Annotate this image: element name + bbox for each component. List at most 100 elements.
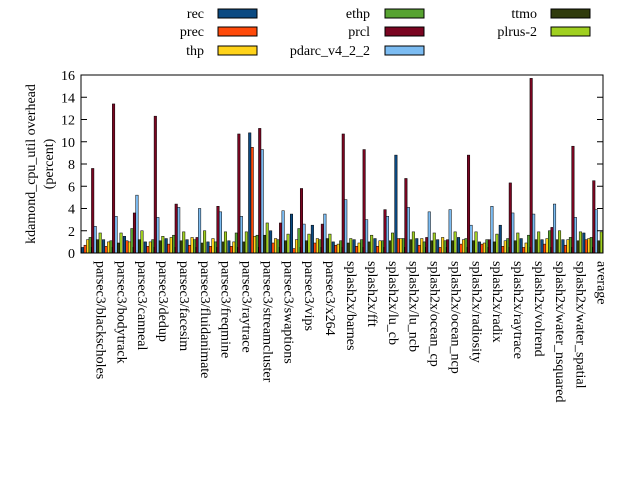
x-tick-label: splash2x/radix — [489, 261, 504, 343]
x-tick-label: parsec3/dedup — [155, 261, 170, 342]
bar-thp-parsec3/swaptions — [274, 238, 278, 254]
bar-ttmo-splash2x/raytrace — [513, 240, 517, 254]
bar-prec-splash2x/radix — [480, 243, 484, 254]
bar-prcl-parsec3/raytrace — [237, 133, 241, 254]
bar-pdarc_v4_2_2-parsec3/bodytrack — [114, 216, 118, 254]
bar-prec-parsec3/bodytrack — [104, 246, 108, 254]
bar-prcl-average — [592, 180, 596, 254]
bar-rec-parsec3/vips — [289, 213, 293, 254]
bar-prec-splash2x/volrend — [522, 247, 526, 254]
x-tick-label: splash2x/fft — [364, 261, 379, 327]
bar-prcl-splash2x/lu_cb — [383, 209, 387, 254]
bar-thp-parsec3/fluidanimate — [190, 237, 194, 254]
bar-pdarc_v4_2_2-parsec3/x264 — [323, 213, 327, 254]
x-tick-label: parsec3/canneal — [134, 261, 149, 350]
bar-rec-parsec3/canneal — [122, 236, 126, 254]
bar-prec-splash2x/lu_ncb — [396, 238, 400, 254]
bar-thp-splash2x/ocean_cp — [420, 238, 424, 254]
bar-rec-average — [582, 232, 586, 254]
legend-swatch-ttmo — [550, 8, 591, 19]
x-tick-label: splash2x/ocean_cp — [427, 261, 442, 367]
bar-thp-splash2x/water_spatial — [566, 239, 570, 254]
bar-rec-splash2x/water_spatial — [561, 239, 565, 254]
bar-plrus-2-splash2x/lu_cb — [391, 232, 395, 254]
bar-prec-parsec3/fluidanimate — [188, 244, 192, 254]
legend-swatch-rec — [217, 8, 258, 19]
x-axis-ticks: parsec3/blackscholes parsec3/bodytrack par… — [90, 247, 609, 403]
bar-prcl-parsec3/vips — [299, 188, 303, 254]
x-tick-label: parsec3/facesim — [176, 261, 191, 351]
bar-rec-splash2x/fft — [352, 239, 356, 254]
bar-pdarc_v4_2_2-splash2x/lu_cb — [386, 216, 390, 254]
x-tick-label: average — [594, 261, 609, 305]
bar-plrus-2-parsec3/bodytrack — [119, 232, 123, 254]
bar-plrus-2-average — [599, 231, 603, 254]
bar-prcl-parsec3/dedup — [153, 115, 157, 254]
legend-swatch-prcl — [384, 26, 425, 37]
bar-rec-parsec3/raytrace — [227, 240, 231, 254]
bar-plrus-2-splash2x/radiosity — [474, 231, 478, 254]
bar-prec-parsec3/raytrace — [229, 246, 233, 254]
bar-pdarc_v4_2_2-parsec3/streamcluster — [260, 149, 264, 254]
bar-prcl-splash2x/volrend — [529, 78, 533, 254]
legend-swatch-thp — [217, 45, 258, 56]
bar-prec-splash2x/water_spatial — [563, 244, 567, 254]
x-tick-label: splash2x/water_spatial — [573, 261, 588, 389]
bar-prec-splash2x/raytrace — [501, 246, 505, 254]
bar-prec-parsec3/blackscholes — [83, 244, 87, 254]
bar-prec-parsec3/freqmine — [208, 246, 212, 254]
bar-plrus-2-splash2x/ocean_ncp — [453, 231, 457, 254]
x-tick-label: splash2x/lu_cb — [385, 261, 400, 345]
bar-rec-parsec3/dedup — [143, 241, 147, 254]
bar-rec-parsec3/facesim — [164, 238, 168, 254]
bar-pdarc_v4_2_2-average — [594, 209, 598, 254]
bar-ttmo-splash2x/radiosity — [472, 240, 476, 254]
bar-thp-splash2x/barnes — [336, 243, 340, 254]
bar-pdarc_v4_2_2-parsec3/fluidanimate — [198, 208, 202, 254]
bar-ttmo-parsec3/bodytrack — [117, 242, 121, 254]
bar-prcl-splash2x/fft — [362, 149, 366, 254]
bar-thp-parsec3/bodytrack — [107, 241, 111, 254]
bar-plrus-2-parsec3/facesim — [182, 231, 186, 254]
bar-ttmo-parsec3/canneal — [137, 239, 141, 254]
bar-prec-parsec3/streamcluster — [250, 147, 254, 254]
bar-plrus-2-splash2x/fft — [370, 234, 374, 254]
bar-rec-splash2x/barnes — [331, 241, 335, 254]
y-tick-label: 0 — [68, 247, 75, 262]
bar-rec-parsec3/bodytrack — [102, 239, 106, 254]
bar-thp-splash2x/raytrace — [503, 240, 507, 254]
bar-rec-parsec3/swaptions — [269, 230, 273, 254]
bar-thp-splash2x/ocean_ncp — [441, 237, 445, 254]
y-tick-label: 12 — [61, 114, 75, 129]
bar-ttmo-splash2x/lu_ncb — [409, 239, 413, 254]
x-tick-label: parsec3/swaptions — [280, 261, 295, 364]
y-axis-title-line: kdamond_cpu_util overhead — [24, 84, 39, 244]
chart-legend: rec prec thp ethp prcl pdarc_v4_2_2 ttmo plrus-… — [180, 7, 591, 59]
x-tick-label: parsec3/freqmine — [218, 261, 233, 358]
bar-prec-parsec3/dedup — [146, 246, 150, 254]
bar-plrus-2-parsec3/dedup — [161, 236, 165, 254]
bar-plrus-2-parsec3/raytrace — [244, 231, 248, 254]
bar-ttmo-parsec3/blackscholes — [96, 239, 100, 254]
bar-plrus-2-parsec3/canneal — [140, 230, 144, 254]
bar-thp-splash2x/radiosity — [462, 239, 466, 254]
bar-rec-parsec3/freqmine — [206, 241, 210, 254]
x-tick-label: splash2x/barnes — [343, 261, 358, 350]
bar-rec-splash2x/lu_ncb — [394, 154, 398, 254]
bar-rec-parsec3/x264 — [310, 224, 314, 254]
bar-pdarc_v4_2_2-parsec3/canneal — [135, 194, 139, 254]
x-tick-label: parsec3/vips — [301, 261, 316, 331]
bar-prcl-splash2x/lu_ncb — [404, 178, 408, 254]
bar-plrus-2-splash2x/ocean_cp — [432, 232, 436, 254]
x-tick-label: parsec3/bodytrack — [113, 261, 128, 364]
x-tick-label: splash2x/water_nsquared — [552, 261, 567, 403]
bar-ttmo-parsec3/vips — [304, 240, 308, 254]
x-tick-label: parsec3/x264 — [322, 261, 337, 336]
bar-prec-splash2x/water_nsquared — [543, 243, 547, 254]
y-tick-label: 10 — [61, 136, 75, 151]
y-tick-label: 16 — [61, 69, 75, 84]
bar-ttmo-splash2x/fft — [367, 241, 371, 254]
bar-thp-parsec3/freqmine — [211, 238, 215, 254]
y-tick-label: 6 — [68, 180, 75, 195]
bar-prec-splash2x/radiosity — [459, 243, 463, 254]
